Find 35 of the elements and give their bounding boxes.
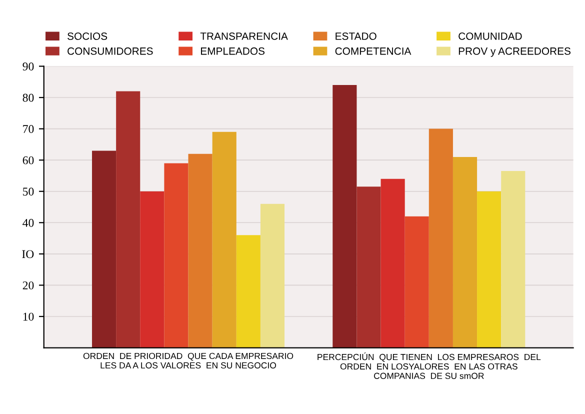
bar	[164, 163, 188, 348]
bar	[236, 235, 260, 348]
y-tick-label: 80	[22, 94, 34, 102]
legend-label: SOCIOS	[68, 32, 108, 40]
bar	[428, 128, 453, 348]
x-tick-label: PERCEPCIÚN QUE TIENEN LOS EMPRESAROS DEL ORDEN EN LOSYALORES EN LAS OTRAS COMPANIAS DE SU smOR	[318, 352, 541, 379]
legend-label: TRANSPARENCIA	[200, 32, 288, 40]
bar	[404, 216, 429, 348]
bar	[380, 178, 405, 348]
bar	[477, 191, 502, 348]
legend-label: PROV y ACREEDORES	[458, 47, 570, 57]
bar	[356, 186, 381, 348]
y-tick-label: 40	[22, 218, 34, 227]
bar	[501, 171, 526, 348]
legend-label: EMPLEADOS	[201, 47, 265, 55]
legend-label: COMUNIDAD	[458, 32, 522, 40]
bar	[92, 150, 116, 348]
bar	[452, 156, 478, 348]
bar	[260, 204, 285, 348]
legend-label: CONSUMIDORES	[68, 47, 153, 55]
bar	[332, 85, 357, 348]
bar	[188, 154, 212, 348]
y-tick-label: 90	[22, 62, 34, 70]
y-tick-label: 20	[22, 281, 34, 290]
bar	[212, 132, 236, 348]
legend-label: ESTADO	[336, 32, 376, 40]
y-tick-label: 50	[23, 188, 34, 196]
legend-label: COMPETENCIA	[335, 47, 412, 55]
bar	[140, 191, 164, 348]
x-tick-label: ORDEN DE PRIORIDAD QUE CADA EMPRESARIO LES DA A LOS VALORES EN SU NEGOCIO	[83, 352, 294, 368]
y-tick-label: 70	[23, 125, 34, 134]
y-tick-label: 10	[23, 312, 34, 321]
y-tick-label: 60	[22, 156, 34, 164]
bar	[116, 91, 140, 348]
y-tick-label: IO	[22, 250, 34, 258]
